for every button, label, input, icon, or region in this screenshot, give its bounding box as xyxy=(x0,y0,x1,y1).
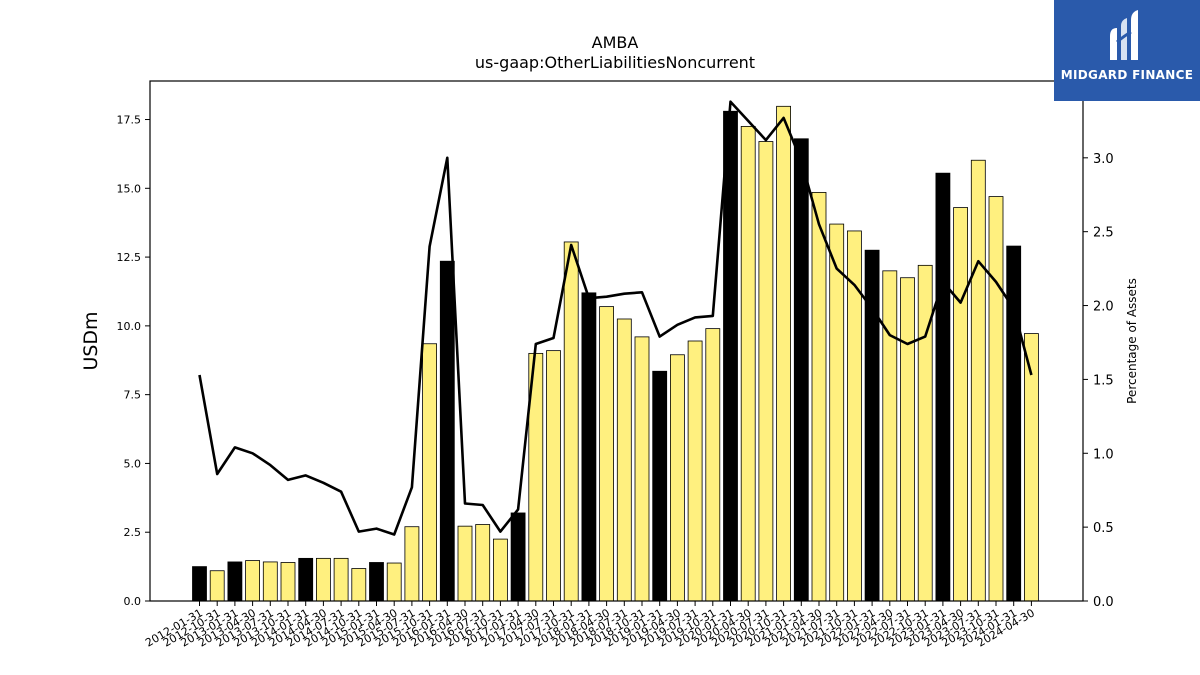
bar-2019-01-31 xyxy=(652,370,668,602)
bar-2020-07-31 xyxy=(758,141,774,602)
bar-2023-04-30 xyxy=(953,207,968,602)
chart-subtitle: us-gaap:OtherLiabilitiesNoncurrent xyxy=(475,53,755,72)
y-tick-label: 17.5 xyxy=(117,114,142,127)
bar-2014-01-31 xyxy=(298,557,314,602)
bar-2016-10-31 xyxy=(492,538,508,602)
line-group xyxy=(198,100,1033,536)
bar-2016-04-30 xyxy=(457,525,473,602)
y-tick-label: 15.0 xyxy=(117,182,142,195)
y2-tick-label: 1.0 xyxy=(1093,447,1114,462)
bar-2017-07-31 xyxy=(546,350,561,602)
bar-2018-07-31 xyxy=(616,318,632,602)
bar-2014-10-31 xyxy=(351,568,367,602)
y2-tick-label: 2.0 xyxy=(1093,300,1114,315)
left-axis: 0.0 2.5 5.0 7.5 10.0 12.5 15.0 17.5 xyxy=(117,114,150,608)
bar-2012-01-31 xyxy=(192,566,207,602)
y2-tick-label: 3.0 xyxy=(1093,152,1114,167)
bar-2022-07-31 xyxy=(900,277,915,602)
bar-2016-07-31 xyxy=(475,524,491,602)
y2-tick-label: 0.5 xyxy=(1093,521,1114,536)
bar-2013-04-30 xyxy=(245,560,261,602)
bar-2015-07-31 xyxy=(404,526,420,602)
y-tick-label: 2.5 xyxy=(124,526,142,539)
bar-2016-01-31 xyxy=(439,260,455,602)
bar-2021-04-30 xyxy=(811,192,827,602)
brand-logo-text: MIDGARD FINANCE xyxy=(1060,68,1194,82)
bar-2015-04-30 xyxy=(386,562,402,602)
bar-2013-10-31 xyxy=(280,562,296,602)
percentage-line xyxy=(198,100,1033,536)
plot-frame xyxy=(149,80,1084,602)
bar-2018-10-31 xyxy=(634,336,650,602)
x-axis: 2012-01-312012-10-312013-01-312013-04-30… xyxy=(143,601,1037,650)
chart-title: AMBA xyxy=(592,33,639,52)
bar-2015-10-31 xyxy=(422,343,438,602)
bar-2021-01-31 xyxy=(793,138,809,602)
bar-2019-10-31 xyxy=(705,328,721,602)
y-tick-label: 12.5 xyxy=(117,251,142,264)
y-tick-label: 10.0 xyxy=(117,320,142,333)
bar-2014-07-31 xyxy=(333,557,349,602)
y2-tick-label: 2.5 xyxy=(1093,226,1114,241)
bar-2020-10-31 xyxy=(776,105,791,602)
bar-2021-07-31 xyxy=(829,223,845,602)
bar-2018-04-30 xyxy=(599,306,614,602)
y-tick-label: 5.0 xyxy=(124,457,142,470)
bar-2019-07-31 xyxy=(687,340,703,602)
bar-2017-10-31 xyxy=(563,241,579,602)
bar-2019-04-30 xyxy=(670,354,685,602)
bar-2013-07-31 xyxy=(262,561,278,602)
bar-2015-01-31 xyxy=(369,562,384,602)
right-axis: 0.0 0.5 1.0 1.5 2.0 2.5 3.0 xyxy=(1083,152,1114,610)
bar-2012-10-31 xyxy=(209,570,225,602)
y-tick-label: 7.5 xyxy=(124,389,142,402)
bar-2017-01-31 xyxy=(510,512,526,602)
y-axis-label: USDm xyxy=(80,311,102,370)
bar-2020-01-31 xyxy=(723,110,738,602)
bar-2022-10-31 xyxy=(917,264,933,602)
bar-2014-04-30 xyxy=(315,557,331,602)
y-tick-label: 0.0 xyxy=(124,595,142,608)
bar-2022-04-30 xyxy=(882,270,898,602)
midgard-logo-icon xyxy=(1110,10,1138,60)
bar-2023-01-31 xyxy=(935,172,951,602)
bar-2023-10-31 xyxy=(988,196,1004,602)
bars-group xyxy=(192,105,1039,602)
bar-2013-01-31 xyxy=(227,561,243,602)
y2-axis-label: Percentage of Assets xyxy=(1125,278,1139,404)
y2-tick-label: 1.5 xyxy=(1093,373,1114,388)
bar-2023-07-31 xyxy=(970,159,986,602)
brand-logo: MIDGARD FINANCE xyxy=(1054,0,1200,101)
y2-tick-label: 0.0 xyxy=(1093,595,1114,610)
bar-2018-01-31 xyxy=(581,292,597,602)
bar-2020-04-30 xyxy=(740,125,756,602)
